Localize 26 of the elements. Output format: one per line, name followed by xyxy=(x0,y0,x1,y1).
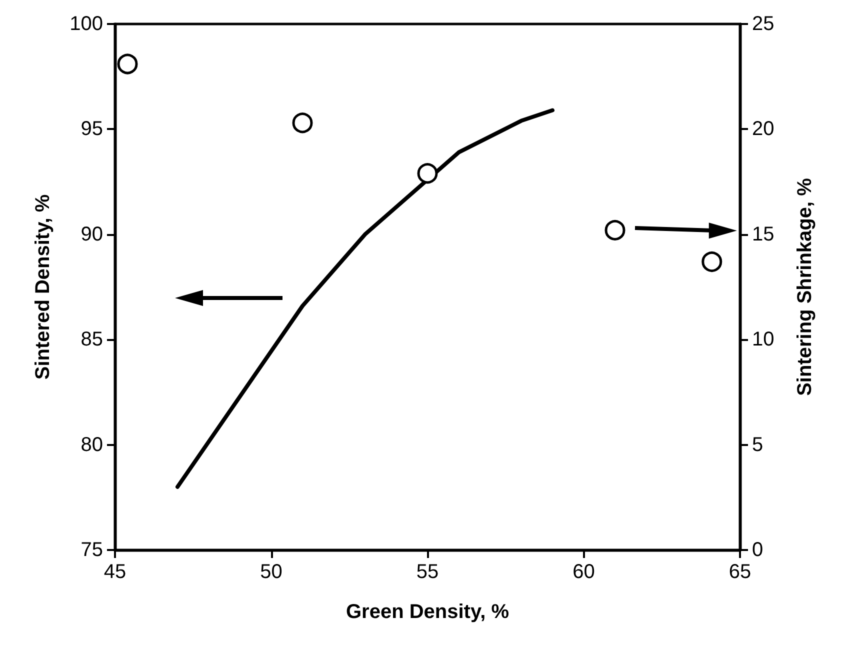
point xyxy=(604,220,626,240)
point xyxy=(292,112,313,134)
y-tick-label: 85 xyxy=(80,328,103,351)
line-series xyxy=(176,108,554,489)
y2-tick-label: 15 xyxy=(752,223,774,246)
y2-axis-title: Sintering Shrinkage, % xyxy=(794,178,816,396)
x-axis-title: Green Density, % xyxy=(346,601,510,623)
x-tick-label: 45 xyxy=(104,561,126,583)
x-tick-label: 60 xyxy=(572,561,595,583)
y2-tick-label: 25 xyxy=(752,13,774,35)
y-tick-label: 80 xyxy=(80,434,103,456)
y-tick-label: 100 xyxy=(70,13,103,35)
y2-tick-label: 20 xyxy=(752,118,774,140)
x-tick-label: 55 xyxy=(416,561,439,583)
y-tick-label: 75 xyxy=(80,539,103,561)
y2-tick-label: 0 xyxy=(752,539,764,561)
y-tick-label: 90 xyxy=(80,223,103,246)
x-tick-label: 65 xyxy=(728,561,752,583)
point xyxy=(417,163,438,184)
x-tick-label: 50 xyxy=(260,561,282,583)
y-axis-title: Sintered Density, % xyxy=(32,194,54,380)
point xyxy=(702,252,722,272)
y2-tick-label: 5 xyxy=(752,434,764,456)
y2-tick-label: 10 xyxy=(752,328,774,351)
y-tick-label: 95 xyxy=(80,118,103,140)
point xyxy=(117,54,138,74)
